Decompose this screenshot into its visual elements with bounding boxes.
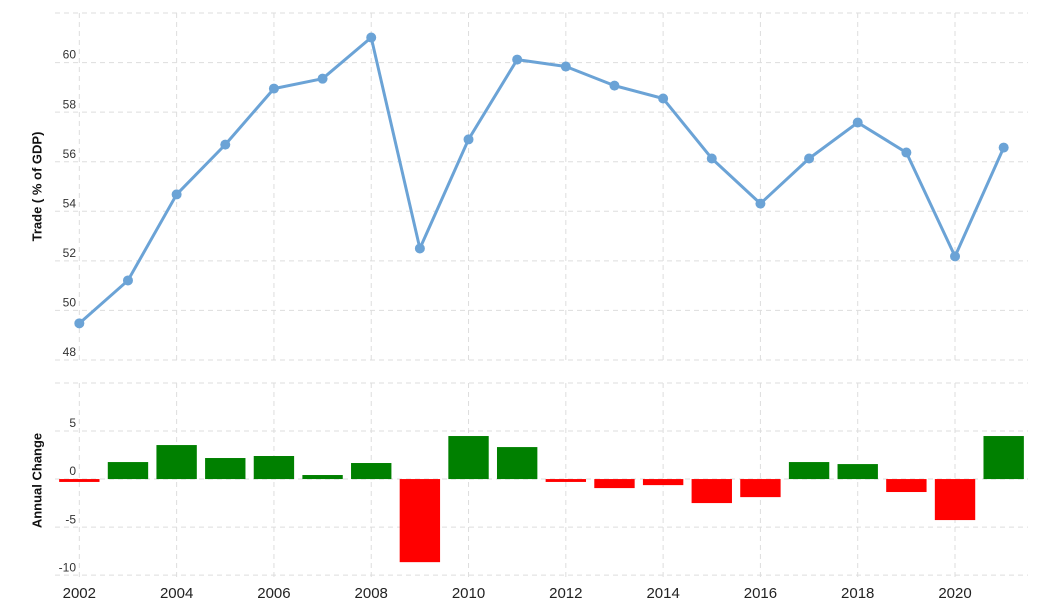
point [706,153,717,164]
y-tick-label: 50 [63,296,77,310]
point [560,61,571,72]
y-tick-label: 48 [63,345,77,359]
point [852,117,863,128]
x-tick-label: 2018 [841,585,874,602]
point [755,198,766,209]
x-tick-label: 2014 [646,585,679,602]
point [901,147,912,158]
point [512,54,523,65]
bar [253,456,295,480]
bar [983,436,1024,480]
bar [399,479,441,563]
bar [107,462,149,480]
point [366,32,377,43]
bar [740,479,781,498]
y-axis-title: Trade ( % of GDP) [29,132,44,242]
bar [302,475,343,480]
x-tick-label: 2006 [257,585,290,602]
y-tick-label: -5 [65,512,76,526]
x-tick-label: 2008 [355,585,388,602]
x-tick-label: 2020 [938,585,971,602]
bar [448,436,489,480]
point [804,153,815,164]
point [171,189,182,200]
bar [691,479,732,504]
point [998,142,1009,153]
y-tick-label: -10 [59,560,77,574]
bar [886,479,927,493]
bar [496,447,538,480]
point [220,139,231,150]
x-tick-label: 2016 [744,585,777,602]
point [414,243,425,254]
point [609,80,620,91]
x-tick-label: 2012 [549,585,582,602]
bar [837,464,878,480]
point [658,93,669,104]
bar [351,463,392,480]
point [317,73,328,84]
bar [788,462,830,480]
y-tick-label: 0 [69,464,76,478]
y-tick-label: 54 [63,196,77,210]
bar [156,445,197,480]
x-tick-label: 2002 [63,585,96,602]
line [78,36,1006,325]
bar [545,479,587,482]
y-tick-label: 5 [69,416,76,430]
bar [59,479,100,482]
x-tick-label: 2010 [452,585,485,602]
point [950,251,961,262]
bar [205,458,246,480]
y-tick-label: 58 [63,97,77,111]
bar [642,479,684,486]
y-tick-label: 60 [63,48,77,62]
y-axis-title: Annual Change [29,433,44,528]
bar [934,479,976,521]
bar [594,479,635,489]
point [122,275,133,286]
y-tick-label: 52 [63,246,77,260]
point [463,134,474,145]
x-tick-label: 2004 [160,585,193,602]
point [268,83,279,94]
point [74,318,85,329]
y-tick-label: 56 [63,147,77,161]
